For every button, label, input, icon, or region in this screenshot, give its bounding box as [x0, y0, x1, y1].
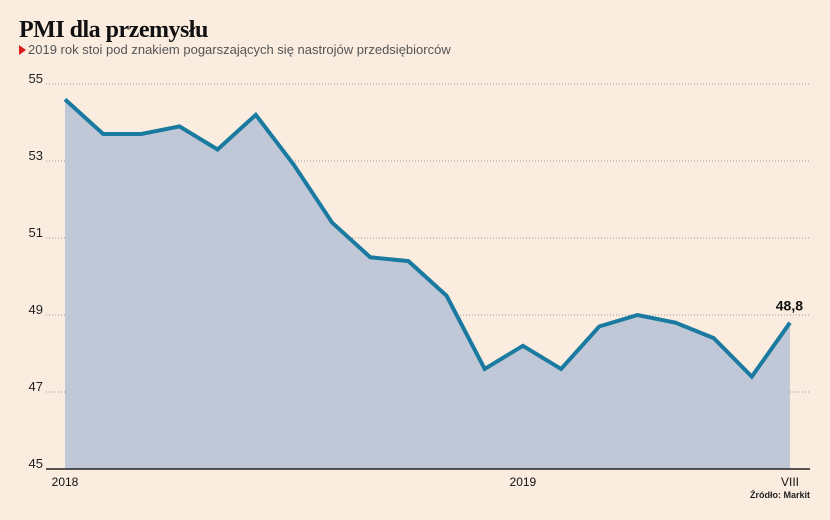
- y-tick-label: 53: [29, 148, 43, 163]
- y-tick-label: 49: [29, 302, 43, 317]
- source-note: Źródło: Markit: [750, 490, 810, 500]
- y-axis-ticks: 55 53 51 49 47 45: [29, 71, 43, 471]
- red-triangle-icon: [19, 44, 26, 55]
- x-tick-label: 2018: [52, 475, 79, 489]
- x-tick-label: VIII: [781, 475, 799, 489]
- y-tick-label: 55: [29, 71, 43, 86]
- y-tick-label: 47: [29, 379, 43, 394]
- y-tick-label: 45: [29, 456, 43, 471]
- pmi-line: [63, 97, 792, 380]
- y-tick-label: 51: [29, 225, 43, 240]
- subtitle-text: 2019 rok stoi pod znakiem pogarszających…: [28, 42, 451, 57]
- chart-subtitle: 2019 rok stoi pod znakiem pogarszających…: [19, 42, 451, 57]
- end-value-label: 48,8: [776, 298, 803, 314]
- x-tick-label: 2019: [510, 475, 537, 489]
- x-axis-ticks: 2018 2019 VIII: [52, 475, 799, 489]
- chart-title: PMI dla przemysłu: [19, 17, 208, 43]
- pmi-area: [65, 99, 790, 470]
